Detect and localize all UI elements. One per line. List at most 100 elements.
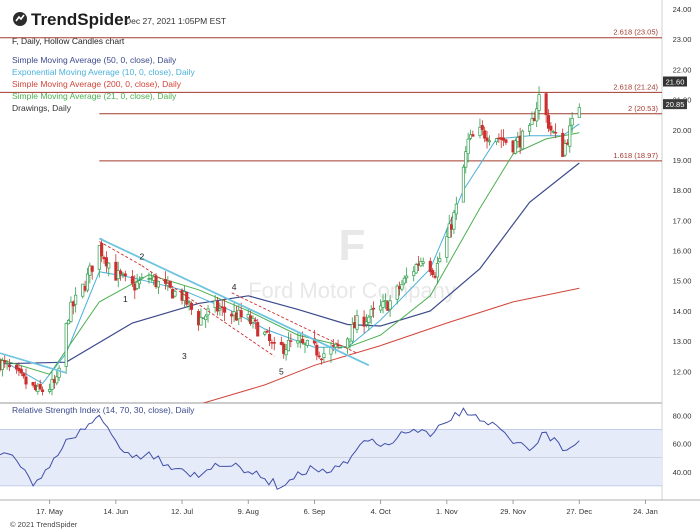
brand-logo: TrendSpider xyxy=(13,10,131,29)
candle xyxy=(428,257,432,276)
candle xyxy=(381,293,385,314)
candle-body xyxy=(388,300,392,310)
price-axis: 24.0023.0022.0021.0020.0019.0018.0017.00… xyxy=(673,5,692,376)
candle-body xyxy=(15,365,19,370)
candle-body xyxy=(381,301,385,308)
candle-body xyxy=(315,344,319,356)
x-tick-label: 12. Jul xyxy=(171,507,193,516)
candle xyxy=(90,265,94,280)
candle-body xyxy=(414,264,418,274)
fib-label: 2 (20.53) xyxy=(628,104,659,113)
x-tick-label: 14. Jun xyxy=(104,507,129,516)
candle-body xyxy=(267,333,272,342)
candle-body xyxy=(461,166,465,203)
candle-body xyxy=(480,125,484,130)
candle-body xyxy=(104,257,108,267)
legend-item-ema10[interactable]: Exponential Moving Average (10, 0, close… xyxy=(12,67,195,77)
candle xyxy=(471,130,475,137)
watermark-name: Ford Motor Company xyxy=(248,278,456,303)
watermark-letter: F xyxy=(339,221,366,270)
candle xyxy=(405,267,409,284)
candle-body xyxy=(319,358,324,361)
candle-body xyxy=(38,383,42,390)
candle-body xyxy=(265,330,269,333)
candle xyxy=(38,379,42,391)
candle xyxy=(461,164,465,203)
rsi-tick-label: 80.00 xyxy=(673,411,692,420)
candle-body xyxy=(187,301,191,303)
candle xyxy=(466,132,470,163)
legend-item-sma200[interactable]: Simple Moving Average (200, 0, close), D… xyxy=(12,79,182,89)
candle-body xyxy=(402,277,406,284)
candle-body xyxy=(412,271,416,276)
candle xyxy=(452,210,456,235)
candle-body xyxy=(355,315,359,330)
candle xyxy=(265,329,269,334)
ma-line-1 xyxy=(0,123,580,385)
candle-body xyxy=(256,322,260,337)
candle-body xyxy=(97,245,101,270)
y-tick-label: 23.00 xyxy=(673,35,692,44)
candle-body xyxy=(19,368,23,374)
x-tick-label: 4. Oct xyxy=(371,507,392,516)
wave-dashed-line xyxy=(231,292,358,354)
candle-body xyxy=(478,126,482,136)
candle xyxy=(350,317,354,344)
legend-item-sma50[interactable]: Simple Moving Average (50, 0, close), Da… xyxy=(12,55,177,65)
candle-body xyxy=(24,376,28,385)
candle-body xyxy=(185,291,189,305)
candle-body xyxy=(3,360,7,363)
candle xyxy=(3,354,7,368)
candle xyxy=(173,289,177,298)
candle-body xyxy=(189,302,194,310)
candle-body xyxy=(48,388,52,392)
fib-label: 1.618 (18.97) xyxy=(613,151,658,160)
candle-body xyxy=(130,276,134,284)
candle xyxy=(322,347,326,363)
candle xyxy=(69,296,73,323)
price-badge xyxy=(663,76,687,87)
candle xyxy=(0,357,4,377)
ma-line-3 xyxy=(0,132,580,375)
candle-body xyxy=(546,115,551,129)
candle-body xyxy=(494,138,499,143)
candle-body xyxy=(57,367,61,378)
candle-body xyxy=(41,389,45,392)
candle-body xyxy=(528,125,532,132)
candle-body xyxy=(421,261,425,264)
y-tick-label: 15.00 xyxy=(673,277,692,286)
candle xyxy=(189,301,194,315)
candle xyxy=(487,135,491,146)
candle-body xyxy=(438,258,442,263)
candle xyxy=(568,117,572,153)
candle-body xyxy=(199,317,203,326)
candle xyxy=(119,268,123,281)
fib-label: 2.618 (21.24) xyxy=(613,82,658,91)
candle-body xyxy=(272,342,276,344)
candle-body xyxy=(85,273,90,291)
legend-item-sma21[interactable]: Simple Moving Average (21, 0, close), Da… xyxy=(12,91,177,101)
legend-item-drawings[interactable]: Drawings, Daily xyxy=(12,103,72,113)
timestamp: Dec 27, 2021 1:05PM EST xyxy=(125,16,226,26)
candle-body xyxy=(168,280,172,288)
y-tick-label: 19.00 xyxy=(673,156,692,165)
drawings: 1 2 3 4 5 xyxy=(0,237,370,376)
candle xyxy=(5,359,9,370)
candle xyxy=(67,318,71,325)
rsi-tick-label: 40.00 xyxy=(673,468,692,477)
candle-body xyxy=(454,203,458,215)
candle-body xyxy=(31,382,35,386)
x-tick-label: 9. Aug xyxy=(238,507,259,516)
fib-label: 2.618 (23.05) xyxy=(613,28,658,37)
candle xyxy=(31,381,35,388)
legend: Simple Moving Average (50, 0, close), Da… xyxy=(12,55,195,113)
candle-body xyxy=(119,270,123,275)
wave-label: 4 xyxy=(232,282,237,292)
candle-body xyxy=(135,281,139,289)
candle xyxy=(445,228,449,263)
candle xyxy=(383,293,387,310)
moving-averages xyxy=(0,123,580,385)
x-tick-label: 1. Nov xyxy=(436,507,458,516)
y-tick-label: 18.00 xyxy=(673,186,692,195)
candle xyxy=(513,138,517,155)
